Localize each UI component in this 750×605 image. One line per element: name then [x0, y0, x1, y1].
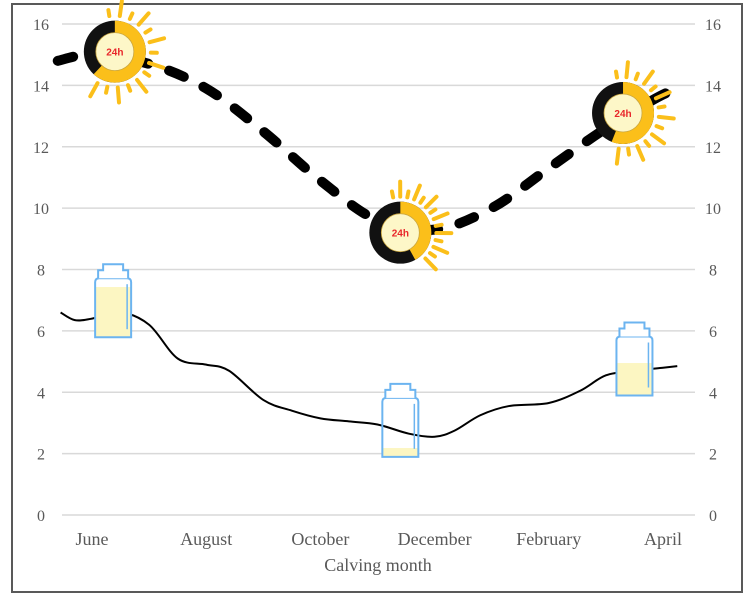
sun-ray — [144, 72, 149, 75]
sun-ray — [118, 87, 119, 102]
x-tick-label: June — [76, 529, 109, 549]
sun-ray — [626, 62, 627, 77]
sun-label: 24h — [614, 109, 631, 120]
sun-ray — [430, 210, 435, 213]
sun-ray — [436, 225, 442, 226]
bottle-cap — [385, 384, 415, 398]
sun-ray — [392, 192, 393, 198]
sun-ray — [420, 198, 423, 203]
y-tick-label-left: 16 — [33, 17, 49, 34]
sun-ray — [130, 13, 133, 18]
y-tick-label-left: 10 — [33, 201, 49, 218]
sun-label: 24h — [106, 48, 123, 59]
x-tick-label: October — [291, 529, 349, 549]
milk-bottle-icon — [95, 264, 131, 337]
y-tick-label-right: 14 — [705, 78, 721, 95]
sun-ray — [436, 240, 442, 241]
y-tick-label-left: 12 — [33, 140, 49, 157]
y-tick-label-right: 0 — [709, 508, 717, 525]
x-tick-label: April — [644, 529, 682, 549]
y-tick-label-left: 8 — [37, 263, 45, 280]
y-tick-label-left: 2 — [37, 447, 45, 464]
y-tick-label-right: 10 — [705, 201, 721, 218]
sun-ray — [106, 87, 107, 93]
sun-ray — [430, 253, 435, 256]
bottle-cap — [619, 322, 649, 336]
x-tick-label: August — [180, 529, 232, 549]
y-tick-label-right: 4 — [709, 385, 717, 402]
sun-ray — [659, 106, 665, 107]
y-tick-label-left: 6 — [37, 324, 45, 341]
x-axis-label: Calving month — [324, 555, 432, 575]
milk-fill — [616, 363, 652, 395]
sun-ray — [617, 149, 619, 164]
y-tick-label-left: 4 — [37, 385, 45, 402]
milk-fill — [382, 448, 418, 457]
sun-ray — [145, 29, 150, 32]
y-tick-label-right: 16 — [705, 17, 721, 34]
sun-ray — [128, 85, 130, 91]
sun-ray — [636, 74, 638, 80]
y-tick-label-right: 8 — [709, 263, 717, 280]
sun-ray — [120, 1, 122, 16]
sun-ray — [628, 149, 629, 155]
y-tick-label-right: 2 — [709, 447, 717, 464]
sun-ray — [659, 117, 674, 119]
sun-ray — [657, 126, 663, 128]
bottle-cap — [98, 264, 128, 278]
x-tick-label: February — [516, 529, 581, 549]
x-tick-label: December — [398, 529, 472, 549]
sun-label: 24h — [392, 229, 409, 240]
sun-ray — [616, 72, 617, 78]
y-tick-label-right: 12 — [705, 140, 721, 157]
y-tick-label-right: 6 — [709, 324, 717, 341]
y-tick-label-left: 14 — [33, 78, 49, 95]
y-tick-label-left: 0 — [37, 508, 45, 525]
sun-ray — [108, 10, 109, 16]
milk-fill — [95, 287, 131, 337]
sun-ray — [407, 191, 408, 197]
